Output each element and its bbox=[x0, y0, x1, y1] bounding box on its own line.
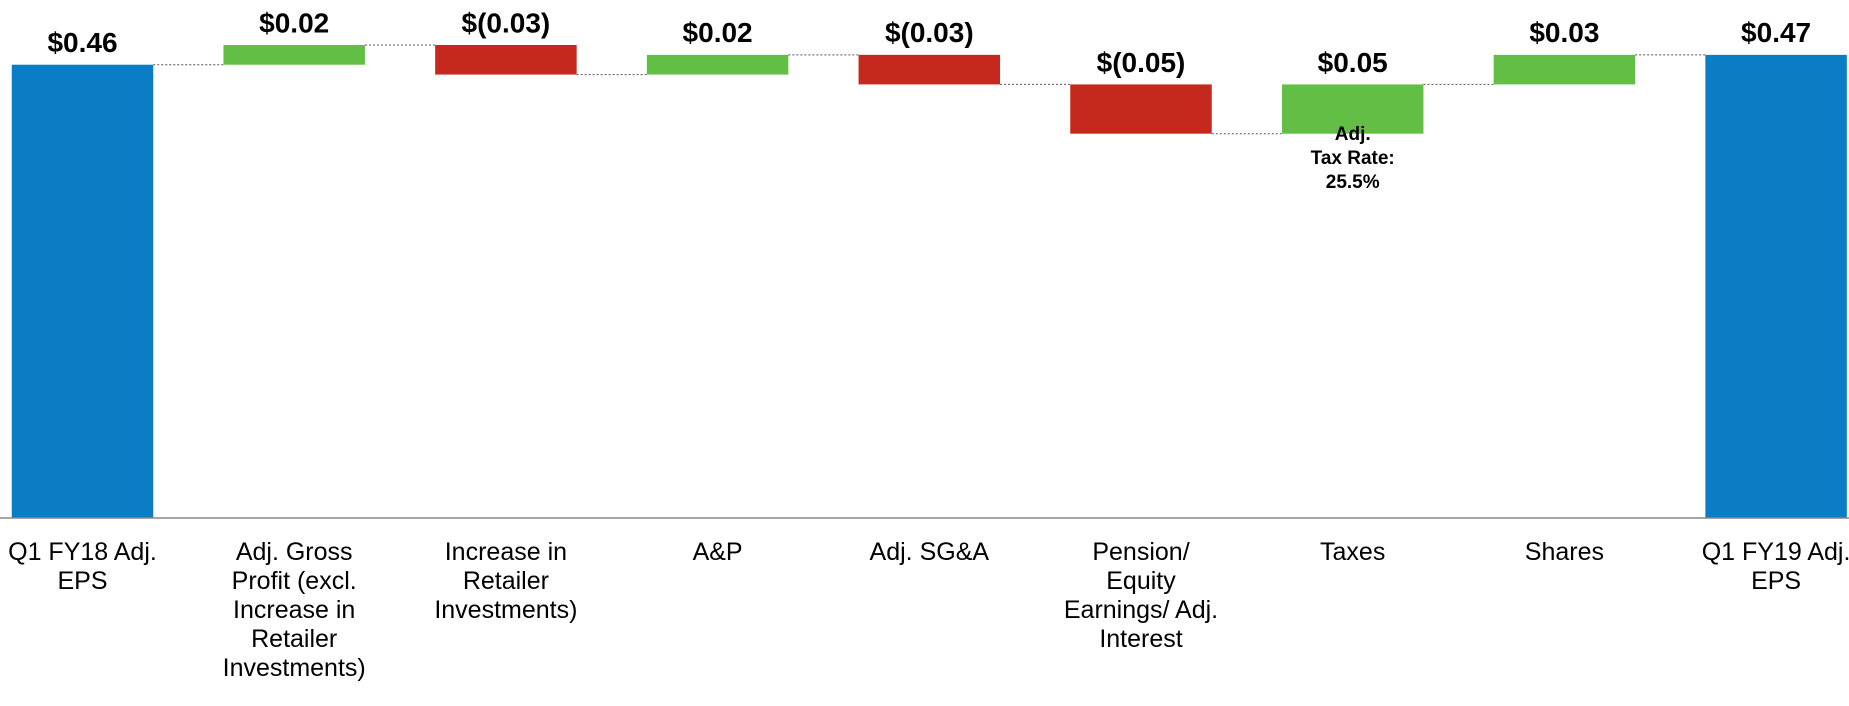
category-label: Taxes bbox=[1320, 538, 1386, 566]
category-label: A&P bbox=[692, 538, 743, 566]
bar bbox=[858, 54, 1001, 85]
bar bbox=[646, 54, 789, 75]
annotation: 25.5% bbox=[1326, 172, 1380, 193]
annotation: Adj. bbox=[1335, 124, 1371, 145]
category-label: Shares bbox=[1524, 538, 1604, 566]
value-label: $0.47 bbox=[1741, 17, 1811, 48]
category-label: Q1 FY18 Adj. EPS bbox=[8, 538, 157, 595]
category-label: Q1 FY19 Adj. EPS bbox=[1701, 538, 1849, 595]
category-label: Adj. SG&A bbox=[869, 538, 990, 566]
value-label: $0.05 bbox=[1318, 47, 1388, 78]
category-label: Pension/ Equity Earnings/ Adj. Interest bbox=[1063, 538, 1219, 653]
bar bbox=[11, 64, 154, 518]
bar bbox=[223, 45, 365, 65]
value-label: $(0.03) bbox=[462, 7, 551, 38]
bar bbox=[1281, 84, 1424, 134]
bar bbox=[1705, 54, 1847, 519]
category-label: Increase in Retailer Investments) bbox=[434, 538, 578, 624]
bar bbox=[1493, 54, 1636, 85]
value-label: $0.02 bbox=[259, 7, 329, 38]
bar bbox=[1070, 84, 1212, 134]
annotation: Tax Rate: bbox=[1311, 148, 1395, 169]
bar bbox=[435, 45, 577, 75]
value-label: $0.46 bbox=[47, 27, 117, 58]
value-label: $(0.03) bbox=[885, 17, 974, 48]
category-label: Adj. Gross Profit (excl. Increase in Ret… bbox=[222, 538, 366, 682]
value-label: $0.02 bbox=[683, 17, 753, 48]
value-label: $0.03 bbox=[1529, 17, 1599, 48]
value-label: $(0.05) bbox=[1097, 47, 1186, 78]
